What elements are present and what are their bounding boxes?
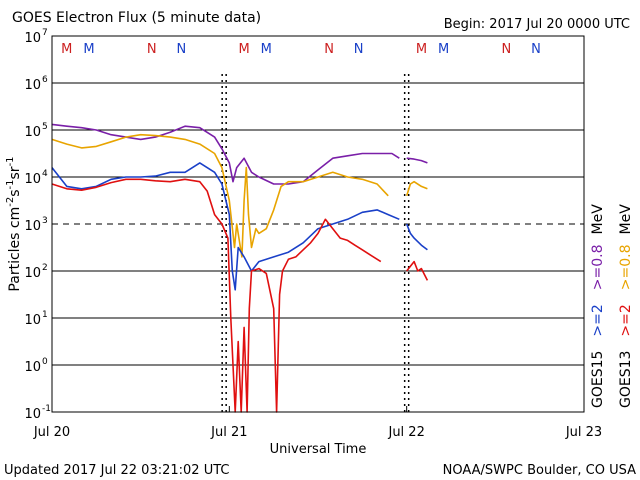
y-tick-exp-1: 0 (42, 357, 48, 367)
marker-2-2: N (502, 42, 512, 57)
marker-1-3: N (176, 42, 186, 57)
y-label-mid1: s (7, 189, 23, 196)
legend-goes15-2mev: >=2 (590, 304, 606, 336)
legend-goes15-unit: MeV (590, 204, 606, 235)
y-label-mid2: sr (7, 166, 23, 179)
series-0-segment-1 (406, 157, 428, 164)
x-axis-label: Universal Time (270, 442, 367, 457)
series-3-segment-0 (51, 178, 382, 413)
y-tick-exp-5: 4 (42, 169, 48, 179)
y-tick-exp-2: 1 (42, 310, 48, 320)
y-tick-label-6: 10 (24, 125, 41, 140)
marker-0-2: N (324, 42, 334, 57)
y-tick-label-2: 10 (24, 313, 41, 328)
y-axis-label-text: Particles cm-2s-1sr-1 (5, 156, 23, 291)
marker-1-0: M (61, 42, 72, 57)
satellite-markers: M M N NM M N N M M N N (61, 42, 541, 57)
series-2-segment-0 (51, 162, 400, 291)
x-tick-label-2: Jul 22 (387, 425, 424, 440)
y-tick-label-5: 10 (24, 172, 41, 187)
y-tick-label-8: 10 (24, 31, 41, 46)
legend-goes13-08mev: >=0.8 (618, 244, 634, 290)
legend-goes13-2mev: >=2 (618, 304, 634, 336)
y-label-exp2: -1 (5, 179, 16, 189)
legend-goes15-08mev: >=0.8 (590, 244, 606, 290)
marker-0-3: N (354, 42, 364, 57)
legend-goes15: GOES15 >=2 >=0.8 MeV (590, 204, 606, 408)
legend-goes15-sat: GOES15 (590, 351, 606, 408)
legend-goes13-text: GOES13 >=2 >=0.8 MeV (618, 204, 634, 408)
legend-goes13-sat: GOES13 (618, 351, 634, 408)
y-tick-label-1: 10 (24, 360, 41, 375)
y-tick-exp-3: 2 (42, 263, 48, 273)
y-label-base: Particles cm (7, 207, 23, 292)
y-tick-label-4: 10 (24, 219, 41, 234)
y-tick-exp-0: -1 (42, 404, 51, 414)
marker-2-1: M (438, 42, 449, 57)
y-label-exp3: -1 (5, 156, 16, 166)
updated-time: Updated 2017 Jul 22 03:21:02 UTC (4, 463, 229, 478)
x-tick-label-1: Jul 21 (210, 425, 247, 440)
chart-title: GOES Electron Flux (5 minute data) (12, 10, 261, 26)
y-tick-label-3: 10 (24, 266, 41, 281)
marker-2-0: M (416, 42, 427, 57)
grid-layer (52, 82, 584, 366)
y-label-exp1: -2 (5, 197, 16, 207)
day-boundary-dashes (221, 74, 410, 412)
marker-0-0: M (239, 42, 250, 57)
y-tick-label-7: 10 (24, 78, 41, 93)
marker-1-1: M (83, 42, 94, 57)
y-axis-label: Particles cm-2s-1sr-1 (5, 156, 23, 291)
marker-1-2: N (147, 42, 157, 57)
y-tick-label-0: 10 (24, 407, 41, 422)
marker-0-1: M (261, 42, 272, 57)
x-tick-label-0: Jul 20 (33, 425, 70, 440)
series-3-segment-1 (406, 260, 429, 281)
x-tick-label-3: Jul 23 (565, 425, 602, 440)
marker-2-3: N (531, 42, 541, 57)
y-tick-exp-4: 3 (42, 216, 48, 226)
series-2-segment-1 (405, 223, 428, 251)
series-layer (51, 123, 429, 413)
y-tick-exp-6: 5 (42, 122, 48, 132)
series-1-segment-0 (51, 133, 389, 258)
legend-goes13: GOES13 >=2 >=0.8 MeV (618, 204, 634, 408)
series-1-segment-1 (405, 180, 428, 197)
credit-text: NOAA/SWPC Boulder, CO USA (443, 463, 636, 478)
x-tick-labels: Jul 20 Jul 21 Jul 22 Jul 23 (33, 406, 602, 440)
legend-goes15-text: GOES15 >=2 >=0.8 MeV (590, 204, 606, 408)
begin-time: Begin: 2017 Jul 20 0000 UTC (444, 17, 630, 32)
y-tick-exp-8: 7 (42, 28, 48, 38)
y-tick-exp-7: 6 (42, 75, 48, 85)
series-0-segment-0 (51, 123, 400, 185)
legend-goes13-unit: MeV (618, 204, 634, 235)
